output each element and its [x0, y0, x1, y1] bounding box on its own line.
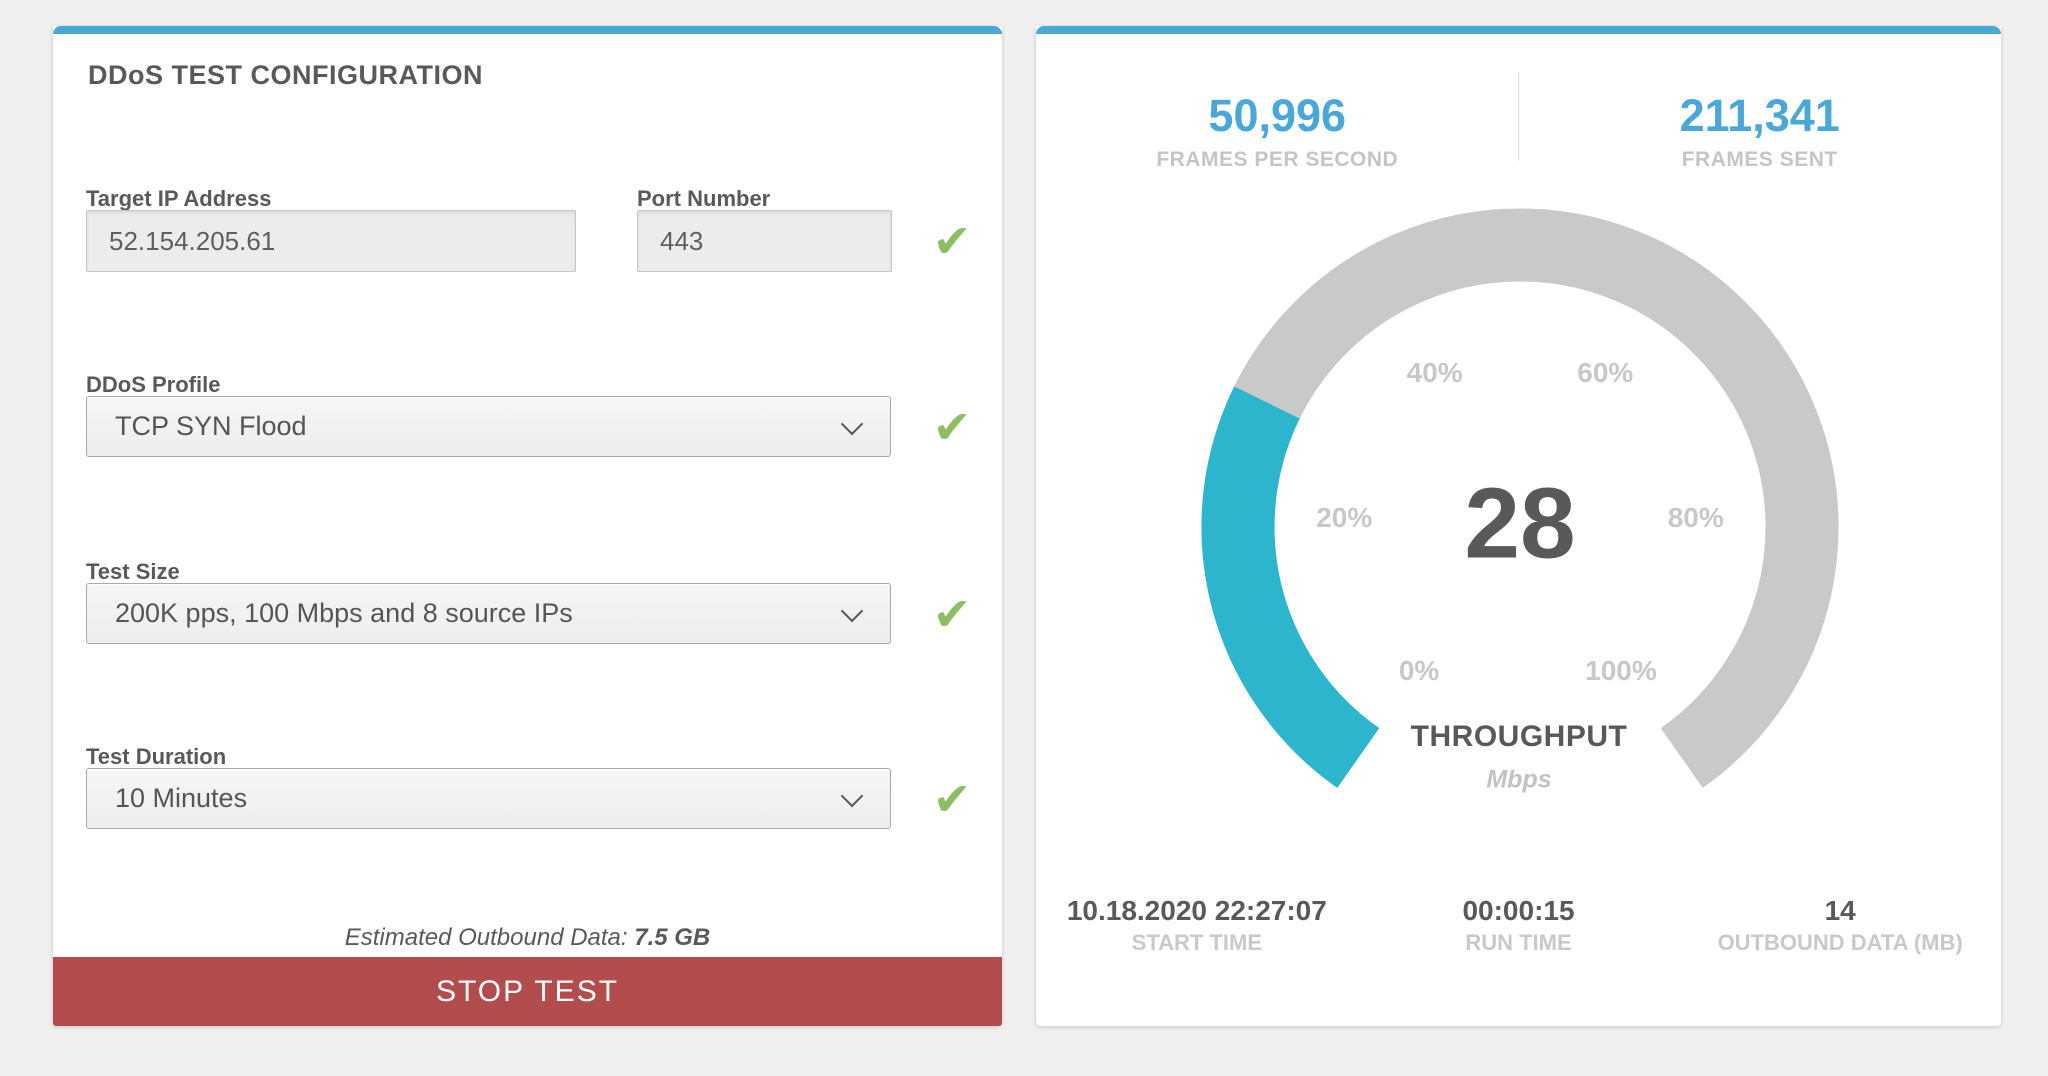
valid-check-icon: ✔: [932, 214, 972, 268]
test-stats-panel: 50,996 FRAMES PER SECOND 211,341 FRAMES …: [1036, 26, 2001, 1026]
gauge-tick-label: 80%: [1667, 501, 1724, 533]
test-size-selected-value: 200K pps, 100 Mbps and 8 source IPs: [115, 598, 573, 628]
estimated-outbound-label: Estimated Outbound Data:: [344, 924, 635, 951]
stop-test-button[interactable]: STOP TEST: [53, 957, 1002, 1026]
outbound-data-label: OUTBOUND DATA (MB): [1717, 930, 1963, 955]
gauge-tick-label: 100%: [1585, 655, 1657, 687]
port-number-input[interactable]: [637, 210, 892, 272]
frames-per-second-stat: 50,996 FRAMES PER SECOND: [1036, 90, 1519, 172]
estimated-outbound-value: 7.5 GB: [634, 924, 711, 951]
gauge-tick-label: 40%: [1406, 357, 1463, 389]
outbound-data-stat: 14 OUTBOUND DATA (MB): [1679, 894, 2001, 956]
gauge-value: 28: [1464, 467, 1576, 580]
test-duration-label: Test Duration: [86, 744, 227, 769]
panel-title: DDoS TEST CONFIGURATION: [88, 60, 483, 90]
valid-check-icon: ✔: [932, 400, 972, 454]
frames-sent-label: FRAMES SENT: [1681, 148, 1838, 171]
ddos-profile-label: DDoS Profile: [86, 372, 221, 397]
test-size-label: Test Size: [86, 559, 180, 584]
gauge-unit: Mbps: [1486, 765, 1552, 794]
target-ip-input[interactable]: [86, 210, 576, 272]
run-time-label: RUN TIME: [1465, 930, 1572, 955]
stats-divider: [1518, 72, 1519, 161]
test-duration-select[interactable]: 10 Minutes: [86, 768, 891, 829]
port-number-label: Port Number: [637, 186, 771, 211]
chevron-down-icon: [840, 412, 864, 435]
chevron-down-icon: [840, 599, 864, 622]
estimated-outbound-data: Estimated Outbound Data: 7.5 GB: [53, 924, 1002, 952]
ddos-profile-select[interactable]: TCP SYN Flood: [86, 396, 891, 457]
gauge-tick-label: 0%: [1398, 655, 1440, 687]
valid-check-icon: ✔: [932, 587, 972, 641]
frames-per-second-label: FRAMES PER SECOND: [1156, 148, 1399, 171]
panel-accent-bar: [1036, 26, 2001, 34]
throughput-gauge-svg: [1201, 208, 1839, 788]
panel-accent-bar: [53, 26, 1002, 34]
frames-per-second-value: 50,996: [1208, 90, 1347, 141]
top-stats-row: 50,996 FRAMES PER SECOND 211,341 FRAMES …: [1036, 90, 2001, 172]
throughput-gauge: 28 THROUGHPUT Mbps 0% 20% 40% 60% 80% 100%: [1180, 187, 1860, 867]
gauge-tick-label: 60%: [1577, 357, 1634, 389]
test-size-select[interactable]: 200K pps, 100 Mbps and 8 source IPs: [86, 583, 891, 644]
bottom-stats-row: 10.18.2020 22:27:07 START TIME 00:00:15 …: [1036, 894, 2001, 956]
ddos-profile-selected-value: TCP SYN Flood: [115, 411, 307, 441]
run-time-value: 00:00:15: [1462, 895, 1575, 926]
target-ip-label: Target IP Address: [86, 186, 272, 211]
outbound-data-value: 14: [1824, 895, 1856, 926]
frames-sent-stat: 211,341 FRAMES SENT: [1519, 90, 2002, 172]
chevron-down-icon: [840, 784, 864, 807]
run-time-stat: 00:00:15 RUN TIME: [1358, 894, 1680, 956]
ddos-test-configuration-panel: DDoS TEST CONFIGURATION Target IP Addres…: [53, 26, 1002, 1026]
start-time-value: 10.18.2020 22:27:07: [1066, 895, 1327, 926]
test-duration-selected-value: 10 Minutes: [115, 783, 248, 813]
gauge-title: THROUGHPUT: [1410, 720, 1628, 753]
gauge-tick-label: 20%: [1316, 501, 1373, 533]
valid-check-icon: ✔: [932, 772, 972, 826]
start-time-stat: 10.18.2020 22:27:07 START TIME: [1036, 894, 1358, 956]
start-time-label: START TIME: [1131, 930, 1263, 955]
frames-sent-value: 211,341: [1679, 90, 1840, 141]
